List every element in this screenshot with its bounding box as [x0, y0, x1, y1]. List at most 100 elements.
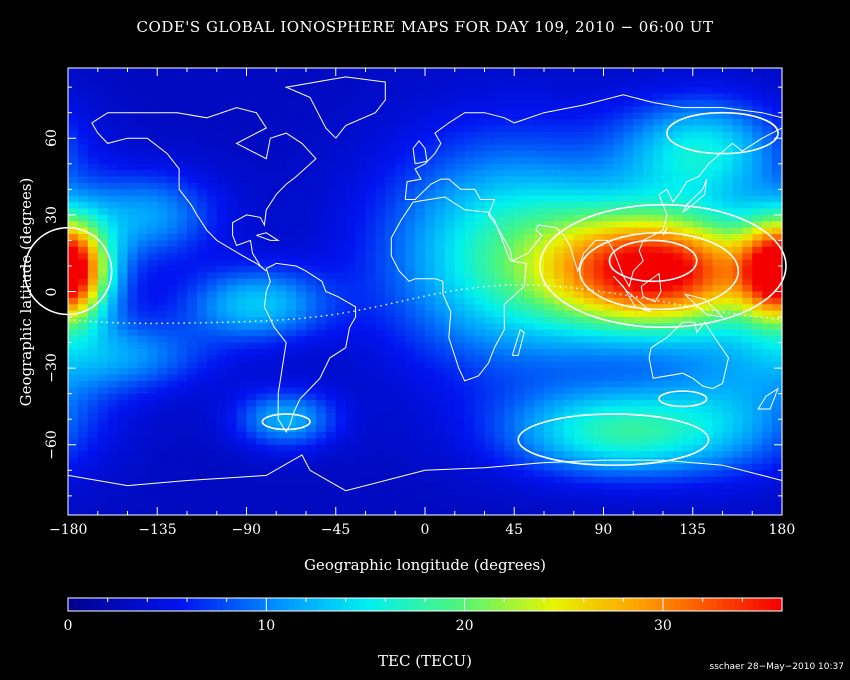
tec-cell — [286, 221, 297, 229]
tec-cell — [643, 68, 654, 75]
tec-cell — [97, 342, 109, 350]
tec-cell — [653, 157, 664, 165]
tec-cell — [117, 342, 129, 350]
tec-cell — [544, 138, 555, 146]
tec-cell — [603, 106, 615, 114]
tec-cell — [375, 400, 386, 408]
tec-cell — [553, 502, 565, 510]
tec-cell — [246, 163, 258, 171]
tec-cell — [593, 234, 605, 242]
tec-cell — [196, 170, 208, 178]
tec-cell — [732, 157, 743, 165]
tec-cell — [583, 163, 595, 171]
tec-cell — [544, 234, 555, 242]
tec-cell — [187, 431, 198, 439]
tec-cell — [325, 272, 337, 280]
tec-cell — [127, 80, 139, 88]
tec-cell — [672, 144, 684, 152]
tec-cell — [464, 495, 476, 503]
tec-cell — [593, 240, 605, 248]
tec-cell — [514, 400, 525, 408]
tec-cell — [196, 265, 208, 273]
tec-cell — [722, 329, 734, 337]
tec-cell — [623, 304, 634, 312]
tec-cell — [514, 457, 525, 465]
tec-cell — [425, 297, 436, 305]
tec-cell — [663, 489, 674, 497]
tec-cell — [375, 189, 386, 197]
tec-cell — [603, 93, 615, 101]
tec-cell — [405, 112, 416, 120]
tec-cell — [97, 355, 109, 363]
tec-cell — [434, 151, 446, 158]
tec-cell — [296, 214, 307, 222]
tec-cell — [454, 412, 466, 420]
tec-cell — [633, 470, 644, 478]
tec-cell — [325, 291, 337, 299]
tec-cell — [653, 348, 664, 356]
tec-cell — [296, 227, 307, 235]
tec-cell — [454, 438, 466, 446]
tec-cell — [434, 463, 446, 471]
tec-cell — [484, 119, 496, 127]
tec-cell — [375, 119, 386, 127]
tec-cell — [742, 131, 753, 139]
tec-cell — [87, 112, 99, 120]
tec-cell — [137, 265, 148, 273]
tec-cell — [405, 227, 416, 235]
tec-cell — [772, 444, 783, 452]
tec-cell — [494, 176, 505, 184]
tec-cell — [553, 93, 565, 101]
tec-cell — [365, 291, 377, 299]
tec-cell — [236, 368, 248, 376]
tec-cell — [325, 406, 337, 414]
tec-cell — [633, 278, 644, 286]
tec-cell — [315, 272, 327, 280]
tec-cell — [375, 214, 386, 222]
tec-cell — [177, 374, 188, 382]
tec-cell — [682, 80, 694, 88]
tec-cell — [534, 368, 545, 376]
tec-cell — [77, 508, 89, 516]
tec-cell — [196, 361, 208, 369]
tec-cell — [87, 202, 99, 210]
tec-cell — [206, 157, 218, 165]
tec-cell — [187, 342, 198, 350]
tec-cell — [504, 195, 515, 203]
tec-cell — [236, 470, 248, 478]
tec-cell — [504, 189, 515, 197]
tec-cell — [464, 125, 476, 133]
tec-cell — [177, 176, 188, 184]
tec-cell — [306, 259, 317, 267]
tec-cell — [663, 419, 674, 427]
tec-cell — [434, 451, 446, 459]
tec-cell — [117, 355, 129, 363]
tec-cell — [504, 457, 515, 465]
tec-cell — [672, 361, 684, 369]
tec-cell — [68, 297, 79, 305]
tec-cell — [514, 182, 525, 190]
tec-cell — [544, 483, 555, 491]
tec-cell — [474, 451, 486, 459]
tec-cell — [633, 329, 644, 337]
tec-cell — [702, 304, 714, 312]
tec-cell — [544, 253, 555, 261]
tec-cell — [653, 502, 664, 510]
tec-cell — [206, 99, 218, 107]
tec-cell — [702, 138, 714, 146]
tec-cell — [296, 112, 307, 120]
tec-cell — [415, 393, 426, 401]
tec-cell — [365, 259, 377, 267]
tec-cell — [236, 278, 248, 286]
tec-cell — [623, 317, 634, 325]
tec-cell — [504, 310, 515, 318]
tec-cell — [365, 182, 377, 190]
tec-cell — [633, 502, 644, 510]
tec-cell — [425, 285, 436, 293]
tec-cell — [514, 131, 525, 139]
tec-cell — [97, 470, 109, 478]
tec-cell — [415, 112, 426, 120]
tec-cell — [474, 483, 486, 491]
tec-cell — [107, 393, 119, 401]
tec-cell — [306, 157, 317, 165]
